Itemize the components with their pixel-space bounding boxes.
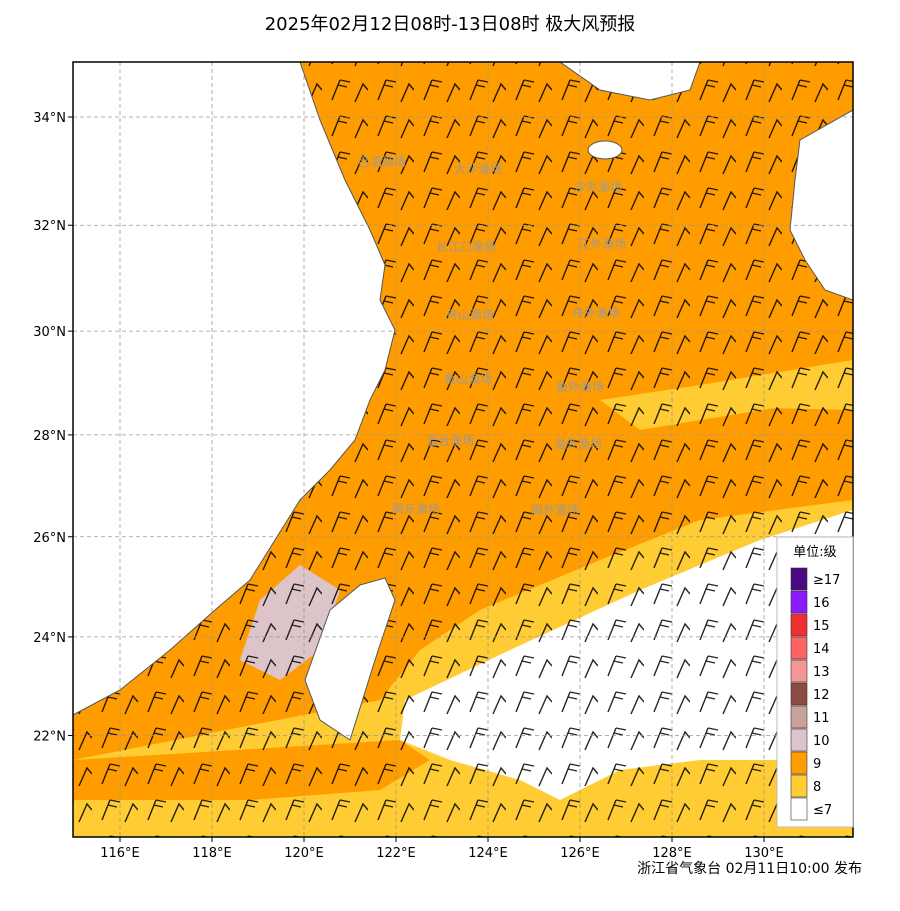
zone-label: 舟外渔场 [572, 306, 620, 320]
legend-swatch [790, 705, 808, 729]
legend-swatch [790, 751, 808, 775]
y-tick-label: 26°N [33, 531, 66, 546]
x-tick-label: 122°E [376, 846, 416, 861]
legend-label: 11 [813, 711, 830, 726]
zone-label: 舟山渔场 [446, 308, 494, 322]
zone-label: 沙外渔场 [574, 180, 622, 194]
legend-label: 12 [813, 688, 830, 703]
legend: 单位:级 ≥17 16 15 14 13 12 11 10 9 8 ≤7 [776, 536, 854, 828]
y-tick-label: 28°N [33, 429, 66, 444]
legend-swatch [790, 797, 808, 821]
legend-swatch [790, 682, 808, 706]
zone-label: 鱼外渔场 [556, 380, 604, 394]
y-tick-label: 32°N [33, 219, 66, 234]
x-tick-label: 130°E [744, 846, 784, 861]
y-tick-label: 30°N [33, 325, 66, 340]
zone-label: 温台渔场 [426, 433, 474, 448]
y-tick-label: 24°N [33, 631, 66, 646]
zone-label: 闽东渔场 [392, 502, 440, 516]
legend-swatch [790, 613, 808, 637]
x-tick-label: 120°E [284, 846, 324, 861]
legend-label: 9 [813, 757, 821, 772]
legend-box [776, 536, 854, 828]
legend-swatch [790, 636, 808, 660]
taiwan [304, 577, 396, 741]
zone-label: 鱼山渔场 [444, 372, 492, 386]
x-tick-label: 128°E [652, 846, 692, 861]
x-tick-label: 126°E [560, 846, 600, 861]
legend-swatch [790, 659, 808, 683]
legend-title: 单位:级 [793, 545, 836, 560]
y-tick-label: 34°N [33, 111, 66, 126]
frame [72, 61, 854, 838]
zone-label: 长江口渔场 [436, 240, 496, 254]
y-tick-label: 22°N [33, 730, 66, 745]
x-tick-label: 118°E [192, 846, 232, 861]
zone-label: 江外渔场 [578, 237, 626, 251]
jeju [587, 140, 623, 160]
legend-label: 8 [813, 780, 821, 795]
zone-label: 温外渔场 [554, 437, 602, 451]
x-tick-label: 124°E [468, 846, 508, 861]
x-tick-label: 116°E [100, 846, 140, 861]
legend-label: 13 [813, 665, 830, 680]
legend-swatch [790, 774, 808, 798]
kyushu [789, 109, 853, 301]
legend-label: 10 [813, 734, 830, 749]
zone-label: 吕泗渔场 [358, 155, 406, 169]
footer: 浙江省气象台 02月11日10:00 发布 [637, 861, 862, 877]
legend-label: ≥17 [813, 573, 840, 588]
zone-label: 闽外渔场 [531, 503, 579, 517]
legend-label: 14 [813, 642, 830, 657]
legend-label: 16 [813, 596, 830, 611]
legend-swatch [790, 590, 808, 614]
zone-label: 大沙渔场 [454, 162, 502, 176]
legend-label: ≤7 [813, 803, 832, 818]
map-area: 吕泗渔场 大沙渔场 沙外渔场 长江口渔场 江外渔场 舟山渔场 舟外渔场 鱼山渔场… [73, 62, 853, 837]
legend-label: 15 [813, 619, 830, 634]
title: 2025年02月12日08时-13日08时 极大风预报 [265, 14, 636, 35]
legend-swatch [790, 728, 808, 752]
legend-swatch [790, 567, 808, 591]
korea [559, 62, 701, 101]
